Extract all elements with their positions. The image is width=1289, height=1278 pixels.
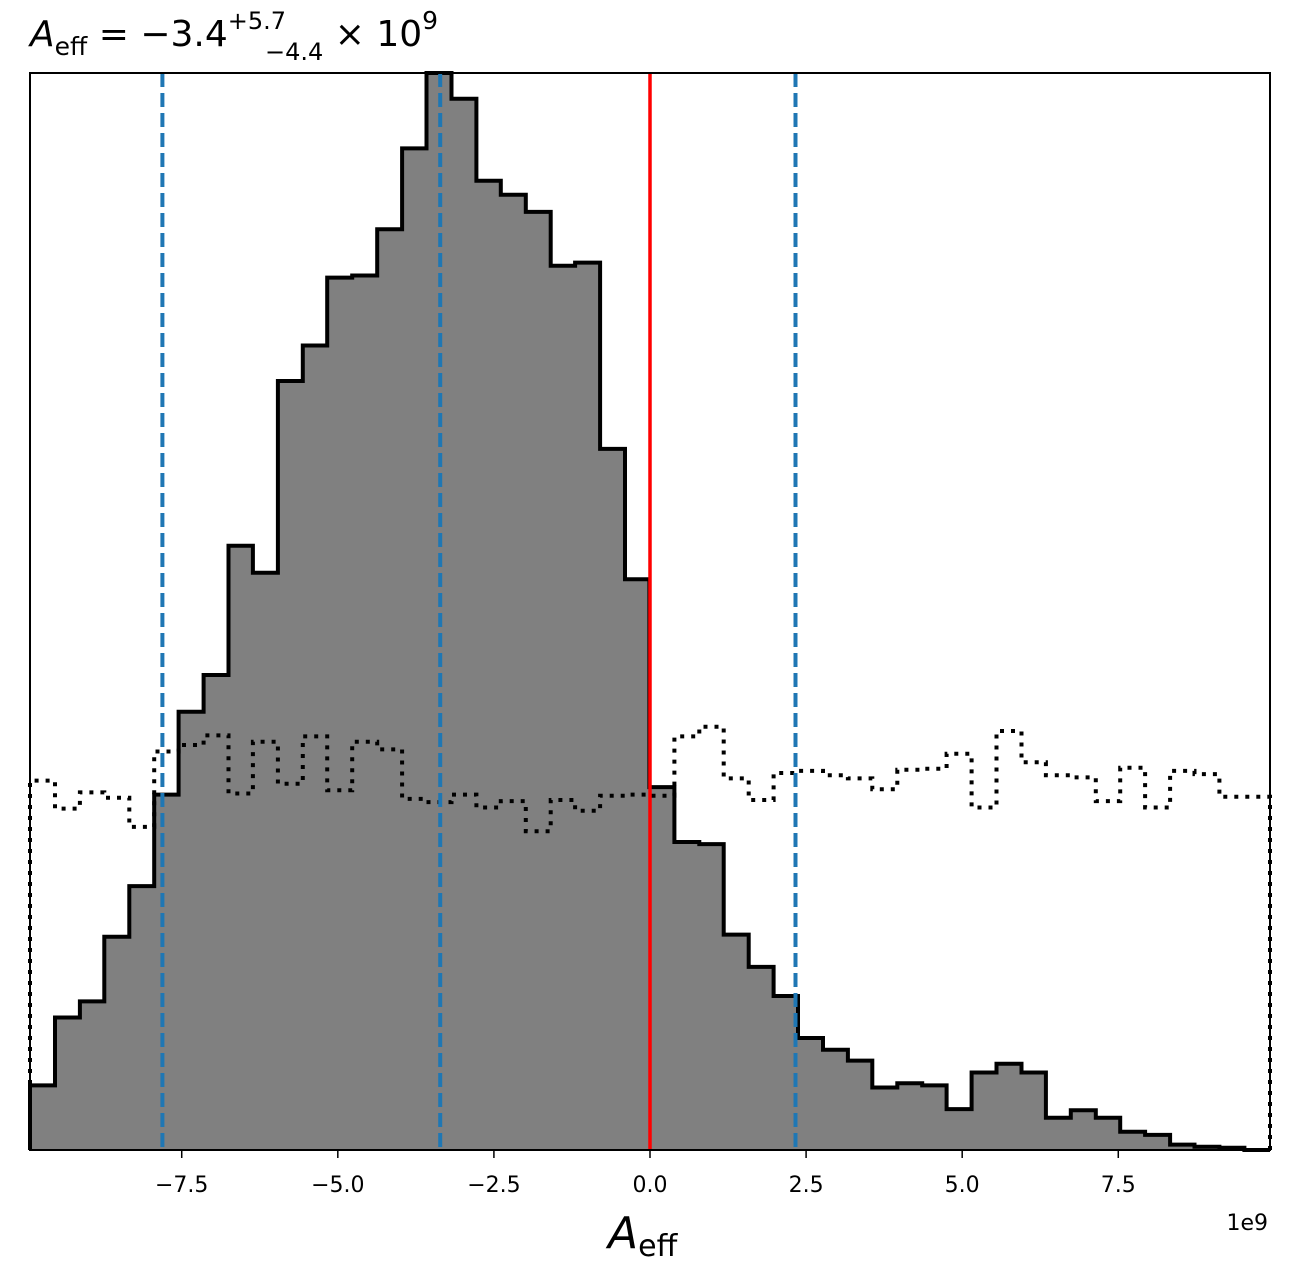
histogram-bin (525, 211, 552, 1150)
histogram-bin (798, 1038, 824, 1150)
histogram-bin (1145, 1134, 1171, 1150)
title-exponent: 9 (422, 6, 438, 35)
x-tick-label: 5.0 (945, 1173, 980, 1198)
title-value: = −3.4 (87, 14, 227, 55)
histogram-bin (104, 936, 130, 1150)
title-times-ten: × 10 (323, 14, 422, 55)
x-offset-label: 1e9 (1226, 1211, 1268, 1236)
histogram-bin (79, 1001, 105, 1150)
histogram-bin (748, 966, 775, 1150)
histogram-bin (847, 1060, 873, 1150)
histogram-bin (302, 345, 328, 1150)
chart-title: Aeff = −3.4+5.7 −4.4 × 109 (28, 6, 438, 66)
x-axis-label: Aeff (605, 1208, 679, 1264)
histogram-bin (723, 934, 750, 1150)
x-axis-ticks: −7.5 −5.0 −2.5 0.0 2.5 5.0 7.5 (155, 1150, 1136, 1198)
histogram-bin (1095, 1117, 1121, 1150)
x-tick-label: −7.5 (155, 1173, 208, 1198)
title-upper-error: +5.7 (228, 7, 286, 35)
histogram-bin (178, 711, 204, 1150)
x-tick-label: 0.0 (633, 1173, 668, 1198)
histogram-bin (327, 277, 353, 1151)
histogram-bin (277, 381, 304, 1150)
histogram-bin (55, 1017, 81, 1150)
histogram-bin (500, 194, 527, 1150)
histogram-bin (129, 886, 155, 1150)
histogram-bin (872, 1087, 898, 1150)
histogram-bin (699, 844, 725, 1150)
histogram-bin (377, 229, 403, 1150)
histogram-bin (1045, 1117, 1072, 1150)
x-tick-label: −5.0 (311, 1173, 364, 1198)
histogram-bin (1170, 1144, 1195, 1150)
histogram-bin (451, 98, 477, 1150)
histogram-bin (971, 1072, 997, 1150)
title-lower-error: −4.4 (265, 38, 323, 66)
histogram-bin (600, 448, 626, 1150)
histogram-bin (625, 579, 650, 1150)
x-tick-label: −2.5 (467, 1173, 520, 1198)
title-main-subscript: eff (55, 32, 88, 61)
x-axis-label-subscript: eff (638, 1229, 678, 1264)
x-tick-label: 7.5 (1101, 1173, 1136, 1198)
histogram-bin (823, 1049, 849, 1150)
histogram-bin (996, 1063, 1022, 1150)
histogram-bin (649, 787, 675, 1150)
histogram-bin (476, 180, 502, 1150)
histogram-bin (946, 1109, 972, 1150)
histogram-bin (1021, 1072, 1047, 1150)
histogram-bin (575, 262, 601, 1151)
histogram-bin (922, 1085, 947, 1150)
x-tick-label: 2.5 (789, 1173, 824, 1198)
histogram-bin (1070, 1110, 1097, 1150)
histogram-bin (30, 1085, 56, 1150)
plot-area (28, 71, 1272, 1152)
histogram-bin (154, 794, 179, 1150)
histogram-bin (252, 572, 279, 1150)
histogram-bin (228, 545, 254, 1150)
histogram-bin (352, 275, 378, 1150)
title-main: A (28, 14, 55, 55)
histogram-bin (674, 842, 700, 1150)
x-axis-label-main: A (605, 1208, 638, 1259)
histogram-bin (897, 1083, 923, 1150)
histogram-bin (203, 675, 229, 1150)
histogram-bin (402, 148, 427, 1150)
histogram-bin (426, 73, 452, 1150)
histogram-bin (550, 265, 576, 1150)
histogram-bin (1120, 1131, 1146, 1150)
